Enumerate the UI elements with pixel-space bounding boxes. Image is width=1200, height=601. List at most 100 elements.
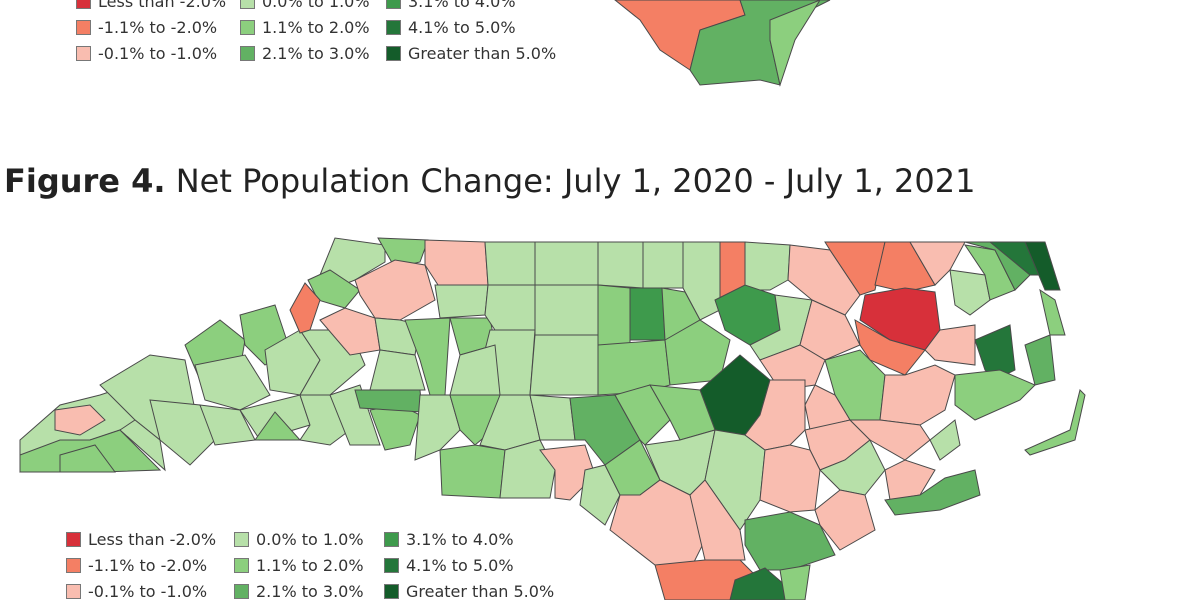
county [377, 237, 429, 269]
county [484, 284, 536, 331]
legend-swatch [240, 20, 255, 35]
legend-swatch [384, 558, 399, 573]
legend-swatch [66, 532, 81, 547]
legend-label: 0.0% to 1.0% [262, 0, 370, 11]
county [579, 464, 621, 526]
legend-label: Greater than 5.0% [408, 44, 557, 63]
county [194, 354, 271, 411]
legend-item: Greater than 5.0% [386, 44, 556, 63]
legend-label: Less than -2.0% [88, 530, 217, 549]
county [439, 444, 506, 499]
county [499, 439, 556, 499]
legend-swatch [234, 532, 249, 547]
legend-swatch [234, 558, 249, 573]
legend-item: -1.1% to -2.0% [66, 556, 207, 575]
county [1024, 241, 1061, 291]
county [689, 479, 746, 561]
county [449, 344, 501, 396]
county [744, 511, 836, 571]
legend-label: Less than -2.0% [98, 0, 227, 11]
legend-item: 1.1% to 2.0% [240, 18, 370, 37]
legend-label: 2.1% to 3.0% [262, 44, 370, 63]
legend-item: -1.1% to -2.0% [76, 18, 217, 37]
county [434, 284, 489, 319]
county [744, 241, 791, 291]
legend-label: 1.1% to 2.0% [256, 556, 364, 575]
county [289, 282, 321, 334]
legend-swatch [76, 0, 91, 9]
legend-label: 3.1% to 4.0% [406, 530, 514, 549]
figure-title-text: Net Population Change: July 1, 2020 - Ju… [175, 162, 976, 200]
figure-label: Figure 4. [4, 162, 166, 200]
legend-swatch [384, 584, 399, 599]
county [59, 444, 116, 473]
legend-item: 0.0% to 1.0% [234, 530, 364, 549]
county [597, 241, 644, 289]
county [1024, 334, 1056, 386]
county [682, 241, 721, 321]
county [529, 334, 599, 396]
legend-swatch [240, 46, 255, 61]
county [414, 394, 461, 461]
county [534, 241, 599, 286]
county [534, 284, 599, 336]
legend-item: Less than -2.0% [66, 530, 216, 549]
legend-item: 2.1% to 3.0% [240, 44, 370, 63]
legend-swatch [76, 20, 91, 35]
county [814, 489, 876, 551]
legend-label: -1.1% to -2.0% [88, 556, 208, 575]
legend-swatch [234, 584, 249, 599]
legend-label: -0.1% to -1.0% [88, 582, 208, 601]
legend-item: 2.1% to 3.0% [234, 582, 364, 601]
county [664, 319, 731, 386]
county [369, 349, 426, 391]
legend-item: 0.0% to 1.0% [240, 0, 370, 11]
legend-label: 2.1% to 3.0% [256, 582, 364, 601]
county [614, 384, 671, 446]
county [642, 241, 684, 289]
legend-item: -0.1% to -1.0% [66, 582, 207, 601]
legend-label: -1.1% to -2.0% [98, 18, 218, 37]
legend-item: 3.1% to 4.0% [384, 530, 514, 549]
legend-label: Greater than 5.0% [406, 582, 555, 601]
nc-county-map [19, 237, 1086, 600]
county [769, 0, 821, 87]
county [254, 411, 302, 441]
legend-swatch [386, 46, 401, 61]
legend-label: 4.1% to 5.0% [408, 18, 516, 37]
legend-swatch [76, 46, 91, 61]
county [924, 324, 976, 366]
legend-item: 1.1% to 2.0% [234, 556, 364, 575]
county [879, 364, 956, 426]
legend-label: 0.0% to 1.0% [256, 530, 364, 549]
legend-item: 3.1% to 4.0% [386, 0, 516, 11]
county [779, 564, 811, 600]
county [54, 404, 106, 436]
legend-item: Greater than 5.0% [384, 582, 554, 601]
county [424, 239, 489, 289]
legend-swatch [66, 584, 81, 599]
county [799, 299, 861, 361]
legend-item: Less than -2.0% [76, 0, 226, 11]
legend-swatch [66, 558, 81, 573]
county [484, 241, 536, 286]
county [329, 384, 381, 446]
legend-item: 4.1% to 5.0% [386, 18, 516, 37]
county [874, 241, 936, 293]
legend-swatch [386, 0, 401, 9]
previous-map [614, 0, 831, 87]
legend-label: -0.1% to -1.0% [98, 44, 218, 63]
county [929, 419, 961, 461]
legend-label: 1.1% to 2.0% [262, 18, 370, 37]
county [884, 459, 936, 501]
county [759, 444, 821, 513]
county [597, 284, 631, 346]
county [354, 259, 436, 321]
county [1024, 389, 1086, 456]
legend-item: -0.1% to -1.0% [76, 44, 217, 63]
county [954, 369, 1036, 421]
legend-swatch [240, 0, 255, 9]
county [884, 469, 981, 516]
legend-item: 4.1% to 5.0% [384, 556, 514, 575]
